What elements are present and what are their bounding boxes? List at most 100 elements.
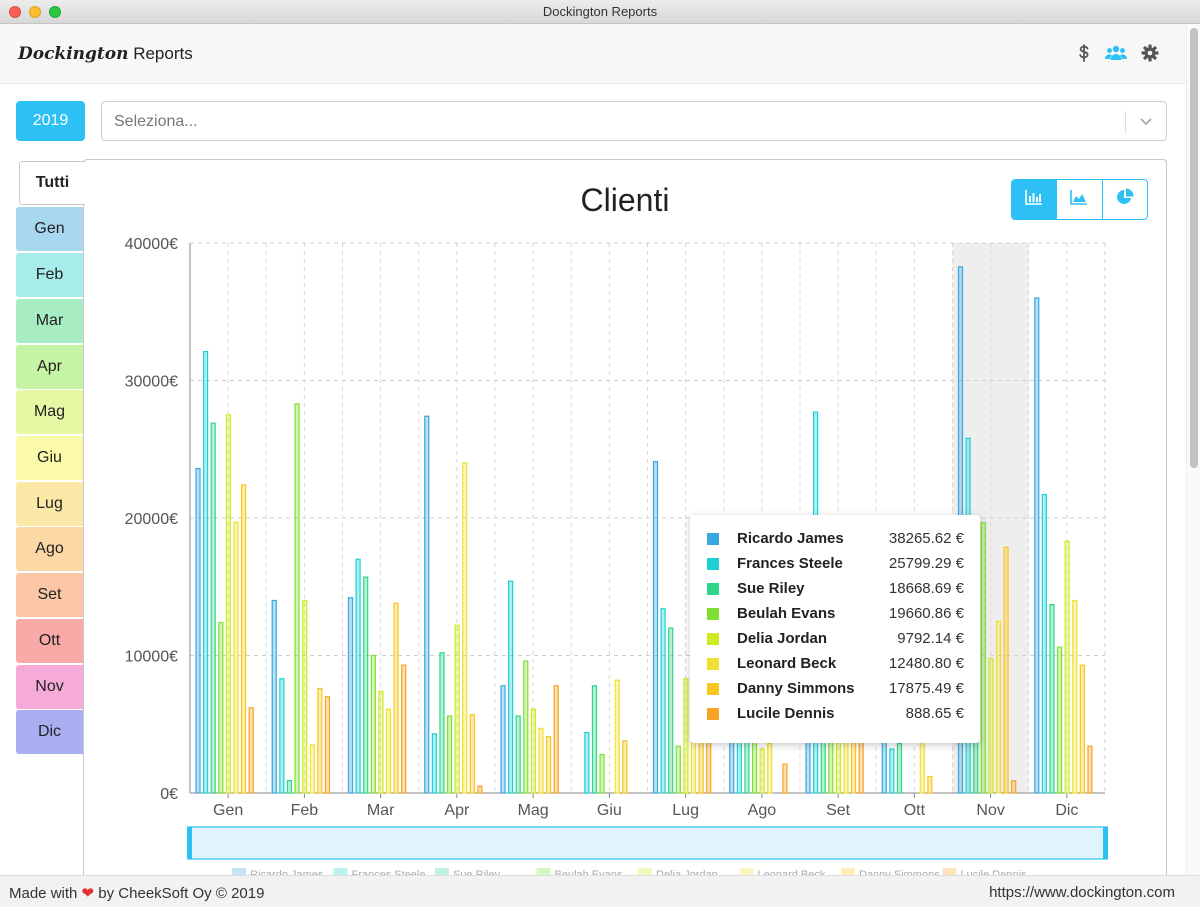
zoom-window-button[interactable] <box>49 6 61 18</box>
tab-giu[interactable]: Giu <box>16 436 83 480</box>
tab-ott[interactable]: Ott <box>16 619 83 663</box>
zoom-slider[interactable] <box>187 826 1108 860</box>
bar[interactable] <box>782 763 788 794</box>
bar[interactable] <box>1034 297 1040 794</box>
bar[interactable] <box>1056 646 1063 794</box>
bar[interactable] <box>584 731 590 794</box>
legend-label[interactable]: Lucile Dennis <box>961 869 1028 880</box>
bar[interactable] <box>1049 604 1055 794</box>
bar[interactable] <box>431 733 437 794</box>
bar[interactable] <box>477 785 483 794</box>
year-button[interactable]: 2019 <box>16 101 85 141</box>
bar[interactable] <box>286 780 293 794</box>
bar[interactable] <box>1003 546 1009 794</box>
tab-ago[interactable]: Ago <box>16 527 83 571</box>
bar[interactable] <box>546 736 552 794</box>
bar[interactable] <box>995 620 1002 794</box>
bar[interactable] <box>927 775 933 794</box>
bar[interactable] <box>248 707 254 794</box>
tab-feb[interactable]: Feb <box>16 253 83 297</box>
bar[interactable] <box>599 753 605 794</box>
bar[interactable] <box>515 715 521 794</box>
bar[interactable] <box>401 664 407 794</box>
bar[interactable] <box>347 597 354 794</box>
bar[interactable] <box>1072 599 1078 794</box>
bar[interactable] <box>881 738 887 794</box>
zoom-handle-left[interactable] <box>187 827 192 859</box>
bar[interactable] <box>271 599 277 794</box>
legend-swatch[interactable] <box>333 868 348 878</box>
bar[interactable] <box>378 690 384 794</box>
bar[interactable] <box>530 708 536 794</box>
bar-chart-button[interactable] <box>1012 180 1058 219</box>
bar[interactable] <box>309 744 315 794</box>
tab-gen[interactable]: Gen <box>16 207 83 251</box>
bar[interactable] <box>652 461 659 794</box>
bar[interactable] <box>233 521 239 794</box>
legend-swatch[interactable] <box>536 868 551 878</box>
legend-label[interactable]: Sue Riley <box>453 869 501 880</box>
bar[interactable] <box>553 685 559 794</box>
area-chart-button[interactable] <box>1057 180 1103 219</box>
footer-link[interactable]: https://www.dockington.com <box>989 884 1175 901</box>
tab-mar[interactable]: Mar <box>16 299 83 343</box>
legend-swatch[interactable] <box>435 868 449 878</box>
bar[interactable] <box>469 714 475 794</box>
chevron-down-icon[interactable] <box>1136 111 1156 136</box>
bar[interactable] <box>279 678 285 794</box>
bar[interactable] <box>767 742 773 794</box>
tab-mag[interactable]: Mag <box>16 390 83 434</box>
brand-logo[interactable]: Dockington Reports <box>18 44 193 64</box>
pie-chart-button[interactable] <box>1103 180 1147 219</box>
legend-swatch[interactable] <box>942 868 957 878</box>
tab-tutti[interactable]: Tutti <box>19 161 85 205</box>
bar[interactable] <box>1011 780 1017 794</box>
tab-set[interactable]: Set <box>16 573 83 617</box>
bar[interactable] <box>538 727 544 794</box>
client-select[interactable]: Seleziona... <box>101 101 1167 141</box>
legend-swatch[interactable] <box>638 868 652 878</box>
bar[interactable] <box>294 403 300 794</box>
tab-lug[interactable]: Lug <box>16 482 83 526</box>
bar[interactable] <box>1064 540 1070 794</box>
bar[interactable] <box>660 608 666 794</box>
bar[interactable] <box>302 599 308 794</box>
bar[interactable] <box>1087 745 1093 794</box>
legend-label[interactable]: Danny Simmons <box>859 869 940 880</box>
legend-swatch[interactable] <box>232 868 246 878</box>
bar[interactable] <box>668 627 674 794</box>
bar[interactable] <box>363 576 369 794</box>
bar[interactable] <box>324 696 331 794</box>
close-window-button[interactable] <box>9 6 21 18</box>
bar[interactable] <box>759 748 765 794</box>
bar[interactable] <box>317 687 323 794</box>
bar[interactable] <box>1041 494 1047 794</box>
bar[interactable] <box>591 685 598 794</box>
bar[interactable] <box>385 708 392 794</box>
bar[interactable] <box>622 740 628 794</box>
bar[interactable] <box>439 652 445 794</box>
legend-label[interactable]: Frances Steele <box>352 869 426 880</box>
bar[interactable] <box>980 522 986 794</box>
bar[interactable] <box>675 745 681 794</box>
bar[interactable] <box>988 657 994 794</box>
minimize-window-button[interactable] <box>29 6 41 18</box>
bar[interactable] <box>462 462 468 794</box>
legend-label[interactable]: Ricardo James <box>250 869 324 880</box>
legend-label[interactable]: Beulah Evans <box>555 869 623 880</box>
scrollbar-thumb[interactable] <box>1190 28 1198 468</box>
bar[interactable] <box>202 351 209 794</box>
users-icon[interactable] <box>1104 42 1128 64</box>
bar[interactable] <box>454 624 460 794</box>
legend-swatch[interactable] <box>739 868 754 878</box>
tab-apr[interactable]: Apr <box>16 345 83 389</box>
bar[interactable] <box>241 484 247 794</box>
bar[interactable] <box>896 742 903 794</box>
bar[interactable] <box>751 740 758 794</box>
bar[interactable] <box>446 715 453 794</box>
legend-label[interactable]: Delia Jordan <box>656 869 718 880</box>
bar[interactable] <box>523 660 529 794</box>
gear-icon[interactable] <box>1139 42 1161 64</box>
bar[interactable] <box>1079 664 1085 794</box>
bar[interactable] <box>225 414 232 794</box>
